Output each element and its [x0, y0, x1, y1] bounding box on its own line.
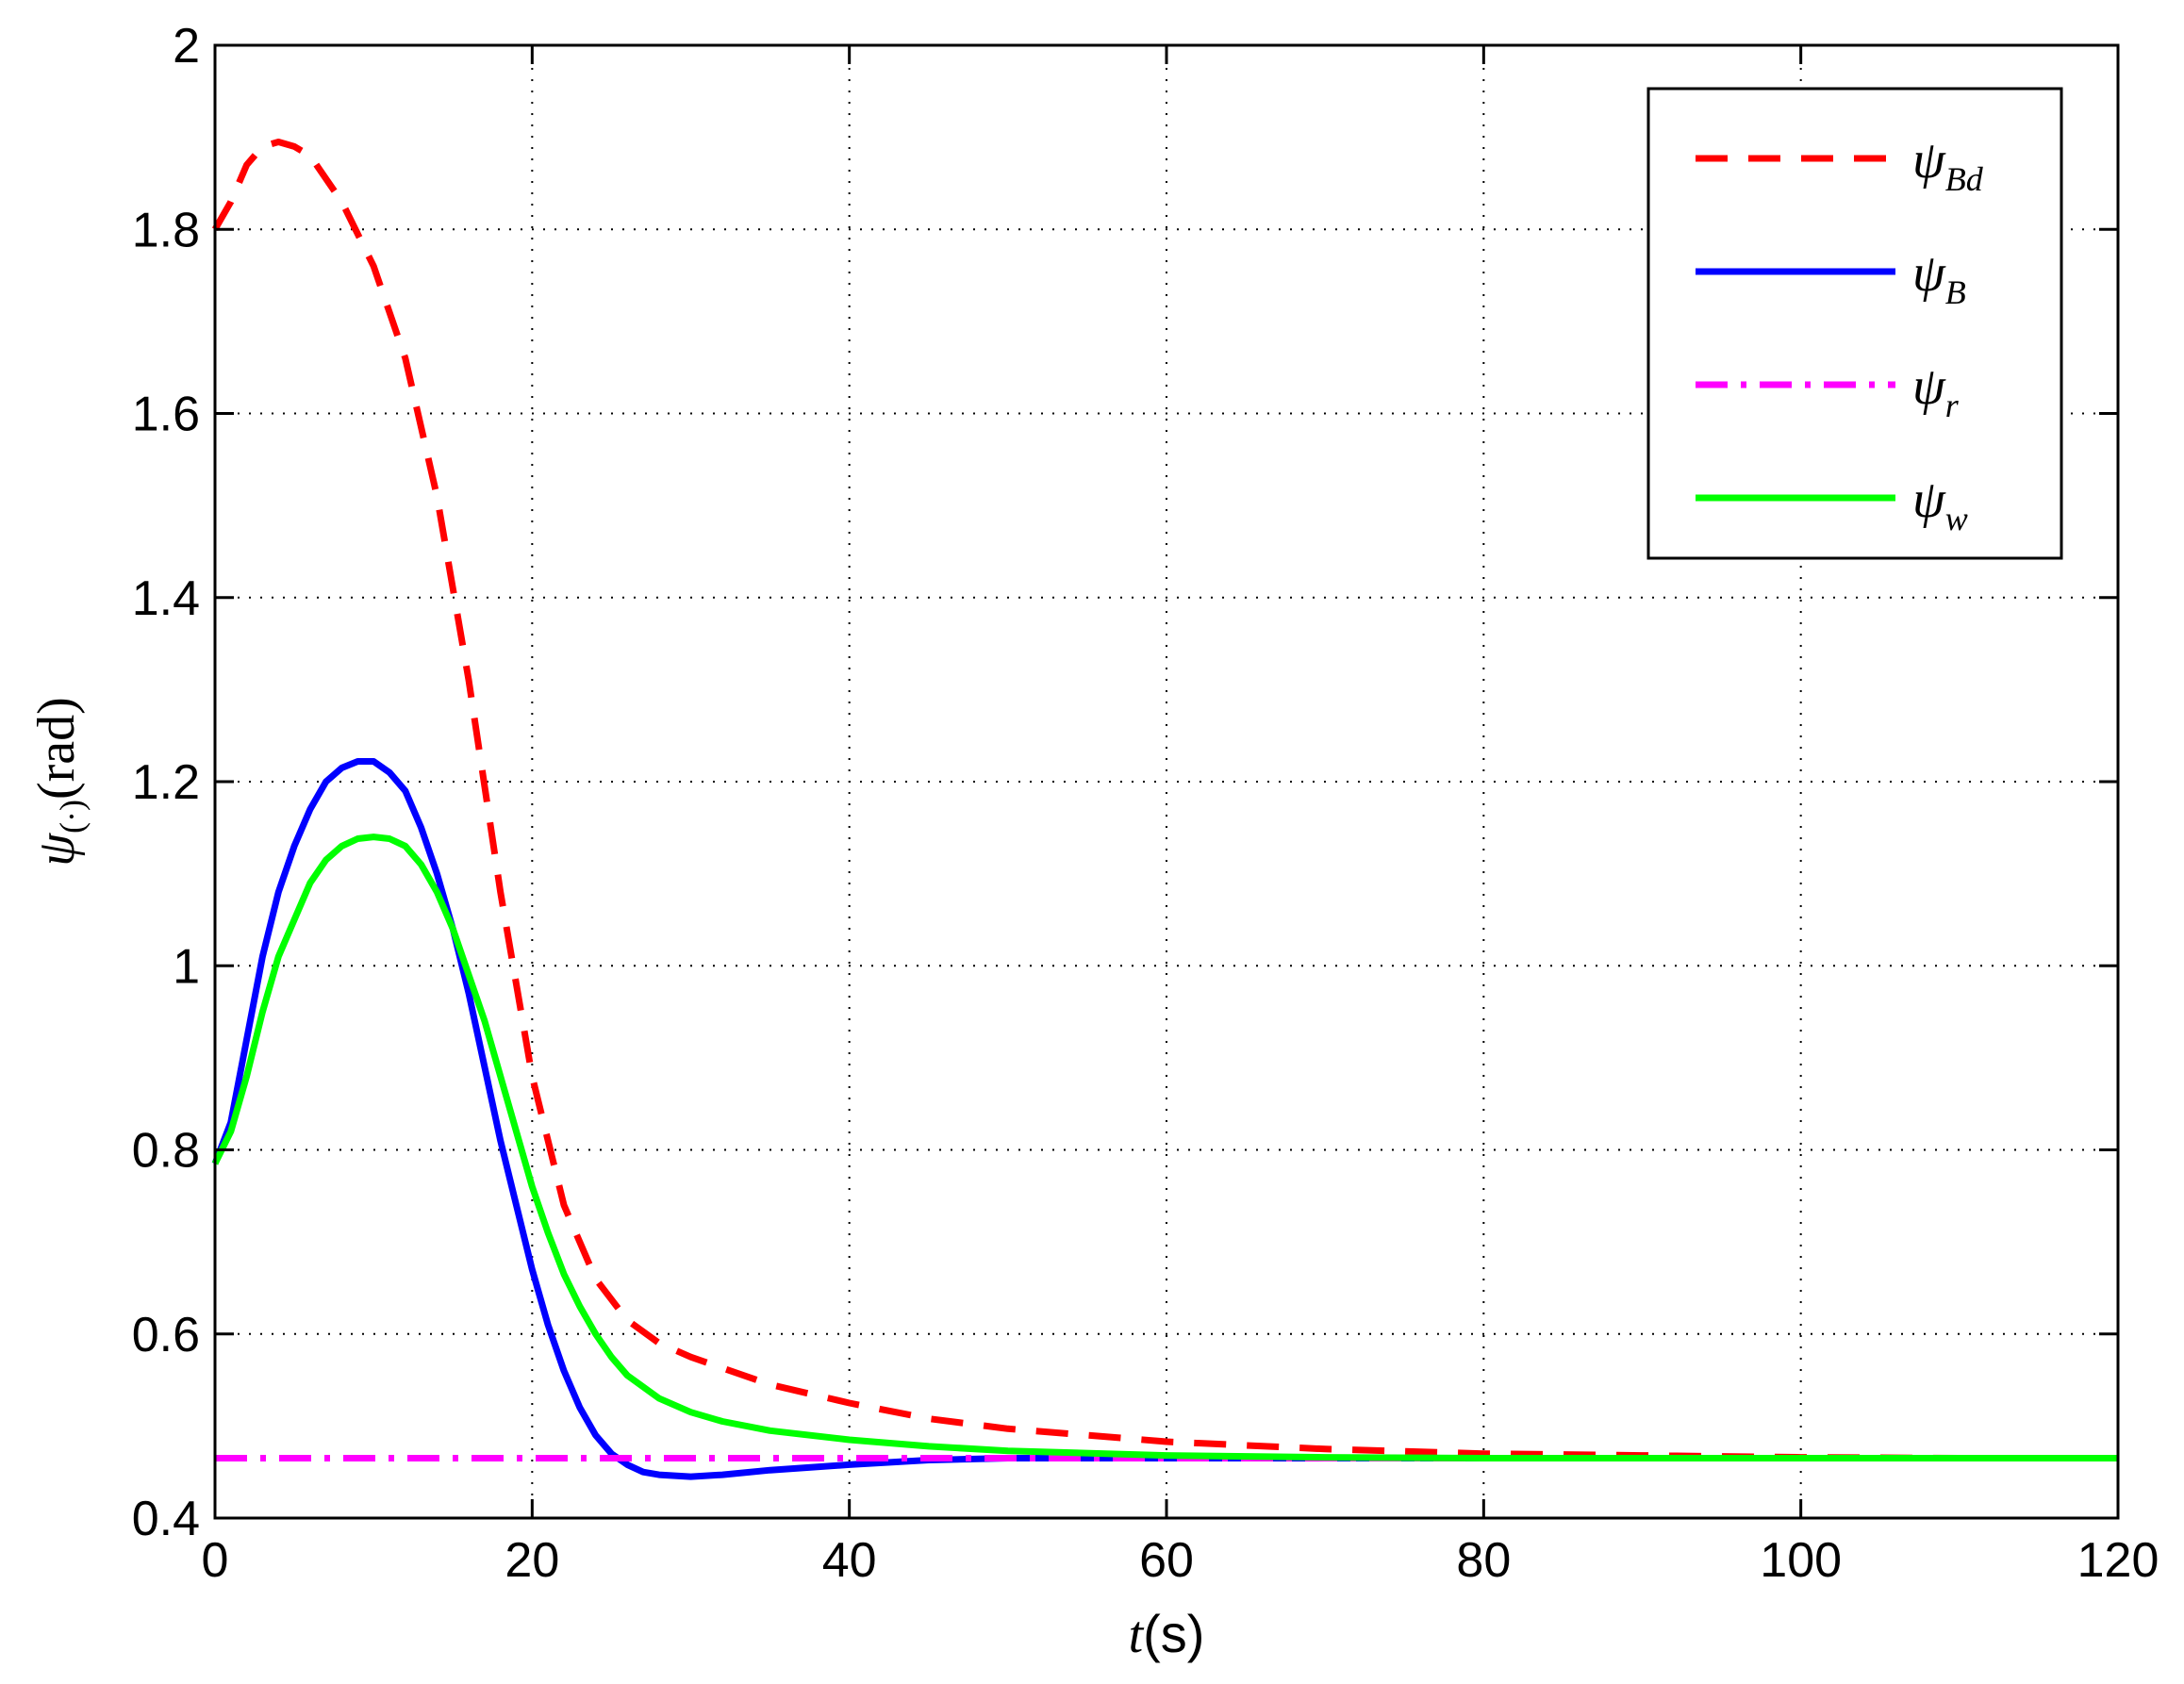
grid	[215, 45, 2118, 1518]
series-layer	[211, 139, 2118, 1480]
x-tick-label: 20	[505, 1533, 559, 1588]
x-axis-label-unit: (s)	[1143, 1604, 1204, 1663]
y-axis-label-main: ψ	[27, 833, 86, 867]
y-tick-label: 0.8	[132, 1124, 200, 1179]
x-tick-label: 120	[2077, 1533, 2159, 1588]
series-line-b	[211, 758, 2118, 1480]
tick-labels: 0 20 40 60 80 100 120 0.4 0.6 0.8 1 1.2 1.4 1.6 1.8 2	[132, 19, 2159, 1588]
y-axis-label: ψ(·)(rad)	[27, 697, 91, 867]
y-tick-label: 0.6	[132, 1308, 200, 1362]
y-tick-label: 2	[173, 19, 200, 74]
y-axis-label-unit: (rad)	[27, 697, 86, 800]
y-tick-label: 1	[173, 939, 200, 994]
y-tick-label: 0.4	[132, 1492, 200, 1546]
legend: ψBd ψB ψr ψw	[1646, 87, 2063, 560]
x-tick-label: 60	[1139, 1533, 1194, 1588]
legend-label-b: ψB	[1912, 244, 1966, 311]
legend-label-r: ψr	[1912, 357, 1960, 424]
x-axis-label: t(s)	[1129, 1604, 1205, 1664]
series-line-bd	[211, 139, 2118, 1461]
x-axis-label-main: t	[1129, 1606, 1145, 1664]
y-tick-label: 1.8	[132, 203, 200, 257]
x-tick-label: 0	[202, 1533, 229, 1588]
x-tick-label: 40	[822, 1533, 877, 1588]
legend-box	[1646, 87, 2063, 560]
x-tick-label: 100	[1760, 1533, 1842, 1588]
y-tick-label: 1.6	[132, 388, 200, 442]
series-line-w	[211, 834, 2118, 1461]
y-tick-label: 1.4	[132, 571, 200, 626]
legend-label-bd: ψBd	[1912, 131, 1984, 198]
x-tick-label: 80	[1456, 1533, 1511, 1588]
legend-label-w: ψw	[1912, 471, 1968, 537]
ticks	[213, 43, 2120, 1520]
y-tick-label: 1.2	[132, 755, 200, 810]
y-axis-label-sub: (·)	[53, 800, 91, 834]
